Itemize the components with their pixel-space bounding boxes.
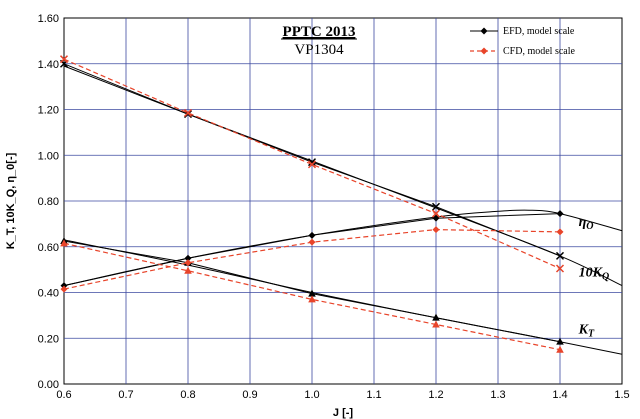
x-tick-label: 1.2 (428, 389, 443, 401)
data-point (432, 214, 440, 222)
data-point (183, 108, 193, 117)
data-point (59, 55, 69, 64)
x-axis-label: J [-] (333, 407, 354, 419)
y-tick-label: 1.00 (38, 150, 59, 162)
legend-entry-efd: EFD, model scale (503, 26, 575, 37)
y-tick-labels: 0.00 0.20 0.40 0.60 0.80 1.00 1.20 1.40 1.60 (38, 13, 59, 391)
curve-label: 10KQ (579, 265, 610, 282)
data-point (556, 337, 564, 345)
curve-label-subscript: O (586, 221, 593, 232)
x-tick-label: 0.9 (242, 389, 257, 401)
legend: EFD, model scale CFD, model scale (470, 26, 575, 57)
chart-title: PPTC 2013 (283, 24, 356, 40)
data-point (307, 158, 317, 167)
data-point (432, 320, 440, 328)
y-tick-label: 0.60 (38, 242, 59, 254)
y-tick-label: 0.00 (38, 379, 59, 391)
x-tick-label: 1.3 (490, 389, 505, 401)
data-point (308, 295, 316, 303)
data-point (308, 238, 316, 246)
data-point (432, 313, 440, 321)
curve-label-subscript: Q (602, 271, 609, 282)
y-tick-label: 1.40 (38, 59, 59, 71)
x-tick-label: 0.8 (180, 389, 195, 401)
data-point (308, 289, 316, 297)
x-tick-label: 1.4 (552, 389, 567, 401)
y-axis-label: K_T, 10K_Q, η_0[-] (5, 152, 17, 249)
y-tick-label: 0.40 (38, 288, 59, 300)
data-point (555, 251, 565, 260)
data-point (308, 231, 316, 239)
data-point (432, 226, 440, 234)
x-tick-label: 1.1 (366, 389, 381, 401)
data-point (431, 209, 441, 218)
data-point (184, 259, 192, 267)
data-point (60, 239, 68, 247)
series-line (63, 242, 561, 351)
x-tick-label: 0.6 (56, 389, 71, 401)
y-tick-label: 1.20 (38, 105, 59, 117)
data-point (431, 202, 441, 211)
data-point (556, 228, 564, 236)
x-tick-label: 1.0 (304, 389, 319, 401)
data-point (555, 264, 565, 273)
data-point (556, 345, 564, 353)
x-tick-labels: 0.6 0.7 0.8 0.9 1.0 1.1 1.2 1.3 1.4 1.5 (56, 389, 629, 401)
data-point (184, 254, 192, 262)
legend-entry-cfd: CFD, model scale (503, 46, 575, 57)
data-series (59, 55, 565, 353)
y-tick-label: 0.20 (38, 333, 59, 345)
chart-subtitle: VP1304 (294, 42, 344, 58)
data-point (184, 266, 192, 274)
data-point (307, 160, 317, 169)
legend-marker-cfd (480, 47, 488, 55)
curve-label-subscript: T (588, 329, 595, 340)
x-tick-label: 0.7 (118, 389, 133, 401)
data-point (556, 210, 564, 218)
y-tick-label: 0.80 (38, 196, 59, 208)
y-tick-label: 1.60 (38, 13, 59, 25)
data-point (60, 285, 68, 293)
legend-marker-efd (480, 27, 488, 35)
x-tick-label: 1.5 (614, 389, 629, 401)
series-line (63, 58, 561, 270)
